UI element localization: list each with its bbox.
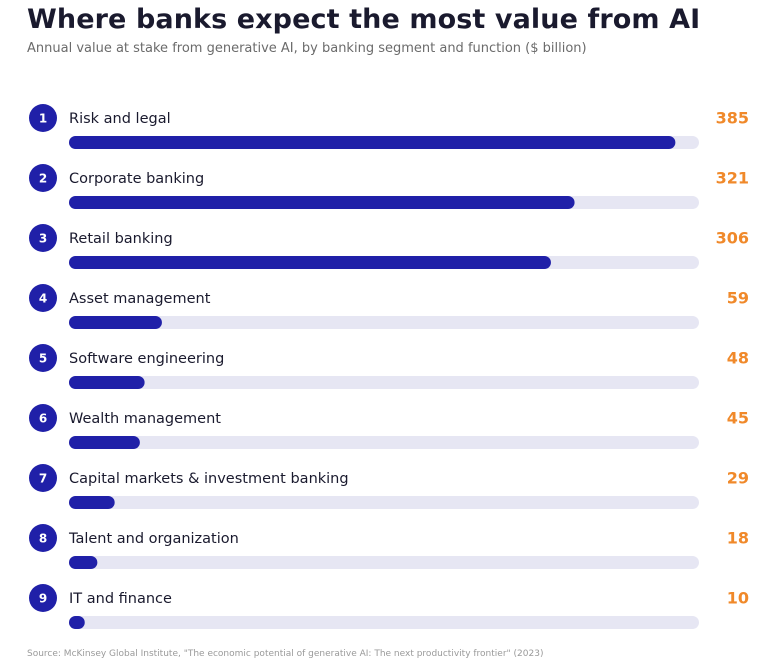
rank-number: 5 [39,352,47,366]
bar-track [69,436,699,449]
category-label: Corporate banking [69,171,204,187]
category-label: Software engineering [69,351,224,367]
bar-track [69,376,699,389]
rank-badge [29,524,57,552]
rank-badge [29,344,57,372]
rank-badge [29,104,57,132]
category-label: Talent and organization [68,531,239,547]
bar [69,376,145,389]
data-label: 18 [727,529,749,548]
category-label: Capital markets & investment banking [69,471,349,487]
bar [69,136,676,149]
bar [69,436,140,449]
bar [69,496,115,509]
category-label: Wealth management [69,411,221,427]
category-label: IT and finance [69,591,172,607]
bar-track [69,616,699,629]
bar-track [69,496,699,509]
rank-badge [29,164,57,192]
rank-number: 1 [39,112,47,126]
chart-title: Where banks expect the most value from A… [27,4,701,35]
bar [69,616,85,629]
source-note: Source: McKinsey Global Institute, "The … [27,649,544,659]
rank-badge [29,284,57,312]
category-label: Asset management [69,291,211,307]
bar-track [69,556,699,569]
data-label: 321 [716,169,749,188]
data-label: 45 [727,409,749,428]
bar [69,556,98,569]
rank-number: 4 [39,292,47,306]
bar-track [69,316,699,329]
data-label: 59 [727,289,749,308]
rank-number: 9 [39,592,47,606]
rank-number: 8 [39,532,47,546]
rank-number: 2 [39,172,47,186]
bar [69,316,162,329]
rank-number: 3 [39,232,47,246]
rank-badge [29,464,57,492]
data-label: 306 [716,229,749,248]
data-label: 10 [727,589,749,608]
rank-badge [29,404,57,432]
data-label: 385 [716,109,749,128]
data-label: 48 [727,349,749,368]
category-label: Risk and legal [69,111,171,127]
rank-number: 6 [39,412,47,426]
rank-number: 7 [39,472,47,486]
rank-badge [29,224,57,252]
chart-subtitle: Annual value at stake from generative AI… [27,41,587,56]
bar [69,196,575,209]
bar [69,256,551,269]
rank-badge [29,584,57,612]
category-label: Retail banking [69,231,173,247]
data-label: 29 [727,469,749,488]
